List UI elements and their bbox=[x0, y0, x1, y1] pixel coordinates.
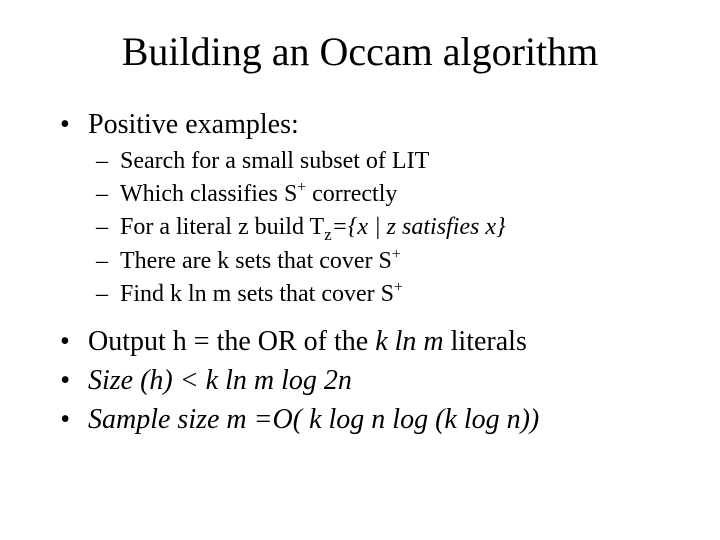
text-fragment: Output h = the OR of the bbox=[88, 326, 375, 357]
sub-bullet-literal: For a literal z build Tz={x | z satisfie… bbox=[96, 212, 680, 243]
text-fragment: Find k ln m sets that cover S bbox=[120, 281, 394, 307]
sub-bullet-search: Search for a small subset of LIT bbox=[96, 146, 680, 177]
slide-title: Building an Occam algorithm bbox=[0, 28, 720, 75]
subscript-z: z bbox=[324, 225, 331, 244]
sub-bullet-classifies: Which classifies S+ correctly bbox=[96, 179, 680, 210]
text-fragment: literals bbox=[444, 326, 527, 357]
bullet-output: Output h = the OR of the k ln m literals bbox=[60, 324, 680, 359]
text-fragment: There are k sets that cover S bbox=[120, 248, 392, 274]
text-fragment: Which classifies S bbox=[120, 181, 297, 207]
text-fragment: correctly bbox=[306, 181, 397, 207]
bullet-size: Size (h) < k ln m log 2n bbox=[60, 363, 680, 398]
bullet-sample-size: Sample size m =O( k log n log (k log n)) bbox=[60, 402, 680, 437]
sub-bullet-ksets: There are k sets that cover S+ bbox=[96, 246, 680, 277]
superscript-plus: + bbox=[392, 246, 401, 263]
superscript-plus: + bbox=[394, 279, 403, 296]
bullet-group-1: Positive examples: Search for a small su… bbox=[60, 107, 680, 310]
slide-body: Positive examples: Search for a small su… bbox=[0, 107, 720, 437]
bullet-positive-examples: Positive examples: bbox=[60, 107, 680, 142]
slide: Building an Occam algorithm Positive exa… bbox=[0, 28, 720, 540]
sub-bullet-klnm: Find k ln m sets that cover S+ bbox=[96, 279, 680, 310]
superscript-plus: + bbox=[297, 179, 306, 196]
text-fragment-italic: k ln m bbox=[375, 326, 443, 357]
text-fragment: For a literal z build T bbox=[120, 214, 324, 240]
text-fragment-italic: ={x | z satisfies x} bbox=[332, 214, 506, 240]
